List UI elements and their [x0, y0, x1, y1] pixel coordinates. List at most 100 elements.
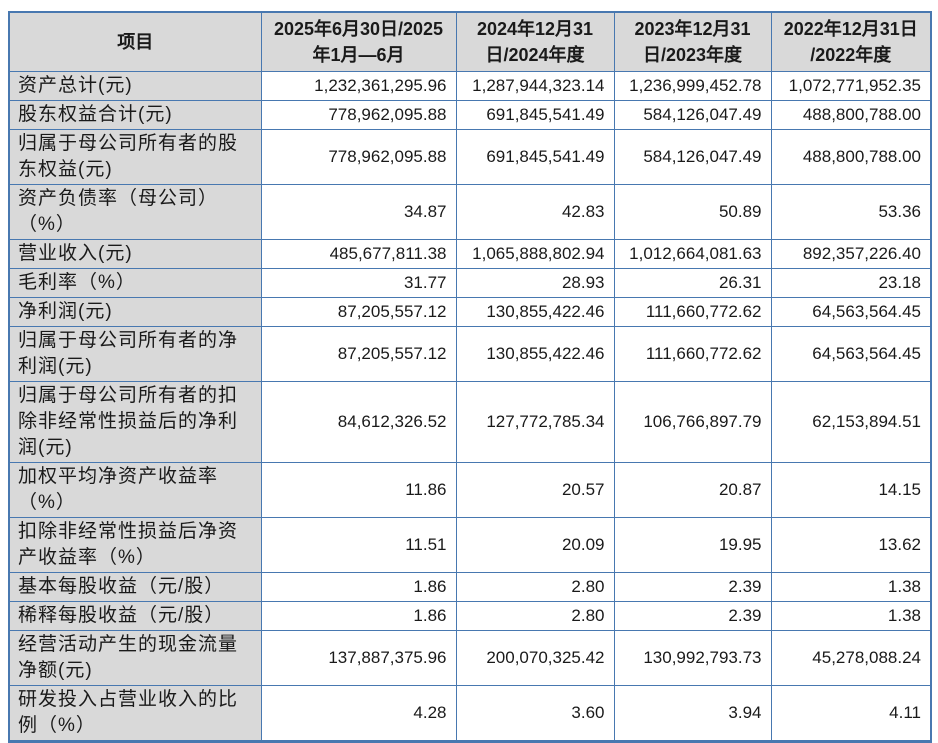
value-cell: 691,845,541.49 — [455, 100, 615, 130]
table-row: 股东权益合计(元) 778,962,095.88 691,845,541.49 584… — [8, 100, 932, 130]
value-cell: 691,845,541.49 — [455, 129, 615, 185]
value-cell: 892,357,226.40 — [770, 239, 932, 269]
value-cell: 1,287,944,323.14 — [455, 71, 615, 101]
value-cell: 53.36 — [770, 184, 932, 240]
table-row: 归属于母公司所有者的股东权益(元) 778,962,095.88 691,845,5… — [8, 129, 932, 185]
value-cell: 778,962,095.88 — [260, 100, 457, 130]
table-row: 归属于母公司所有者的扣除非经常性损益后的净利润(元) 84,612,326.52 1… — [8, 381, 932, 463]
header-cell-item: 项目 — [8, 11, 262, 72]
header-label-line1: 2023年12月31 — [634, 19, 751, 39]
row-label: 毛利率（%） — [8, 268, 262, 298]
value-cell: 19.95 — [613, 517, 772, 573]
header-cell-2025: 2025年6月30日/2025 年1月—6月 — [260, 11, 457, 72]
value-cell: 3.94 — [613, 685, 772, 742]
row-label: 营业收入(元) — [8, 239, 262, 269]
value-cell: 45,278,088.24 — [770, 630, 932, 686]
row-label: 净利润(元) — [8, 297, 262, 327]
table-row: 资产负债率（母公司）（%） 34.87 42.83 50.89 53.36 — [8, 184, 932, 240]
value-cell: 584,126,047.49 — [613, 100, 772, 130]
value-cell: 31.77 — [260, 268, 457, 298]
value-cell: 1.86 — [260, 572, 457, 602]
header-cell-2022: 2022年12月31日 /2022年度 — [770, 11, 932, 72]
row-label: 资产负债率（母公司）（%） — [8, 184, 262, 240]
row-label: 基本每股收益（元/股） — [8, 572, 262, 602]
row-label: 经营活动产生的现金流量净额(元) — [8, 630, 262, 686]
table-row: 稀释每股收益（元/股） 1.86 2.80 2.39 1.38 — [8, 601, 932, 631]
value-cell: 11.51 — [260, 517, 457, 573]
header-label-line1: 2024年12月31 — [476, 19, 594, 39]
value-cell: 4.11 — [770, 685, 932, 742]
value-cell: 1.86 — [260, 601, 457, 631]
table-row: 毛利率（%） 31.77 28.93 26.31 23.18 — [8, 268, 932, 298]
header-row: 项目 2025年6月30日/2025 年1月—6月 2024年12月31 日/2… — [8, 11, 932, 72]
value-cell: 26.31 — [613, 268, 772, 298]
header-label-line2: 年1月—6月 — [312, 45, 405, 65]
header-label-line1: 2022年12月31日 — [783, 19, 918, 39]
table-body: 资产总计(元) 1,232,361,295.96 1,287,944,323.14 1… — [8, 71, 932, 742]
row-label: 加权平均净资产收益率（%） — [8, 462, 262, 518]
value-cell: 1.38 — [770, 601, 932, 631]
value-cell: 87,205,557.12 — [260, 326, 457, 382]
value-cell: 1,232,361,295.96 — [260, 71, 457, 101]
value-cell: 64,563,564.45 — [770, 326, 932, 382]
value-cell: 20.09 — [455, 517, 615, 573]
value-cell: 20.87 — [613, 462, 772, 518]
table-row: 资产总计(元) 1,232,361,295.96 1,287,944,323.14 1… — [8, 71, 932, 101]
table-row: 营业收入(元) 485,677,811.38 1,065,888,802.94 1,0… — [8, 239, 932, 269]
value-cell: 584,126,047.49 — [613, 129, 772, 185]
value-cell: 64,563,564.45 — [770, 297, 932, 327]
value-cell: 1,236,999,452.78 — [613, 71, 772, 101]
document-page: 项目 2025年6月30日/2025 年1月—6月 2024年12月31 日/2… — [8, 11, 932, 743]
value-cell: 200,070,325.42 — [455, 630, 615, 686]
value-cell: 130,855,422.46 — [455, 326, 615, 382]
value-cell: 111,660,772.62 — [613, 326, 772, 382]
value-cell: 130,992,793.73 — [613, 630, 772, 686]
value-cell: 2.80 — [455, 601, 615, 631]
value-cell: 62,153,894.51 — [770, 381, 932, 463]
table-row: 经营活动产生的现金流量净额(元) 137,887,375.96 200,070,32… — [8, 630, 932, 686]
value-cell: 23.18 — [770, 268, 932, 298]
table-row: 归属于母公司所有者的净利润(元) 87,205,557.12 130,855,422… — [8, 326, 932, 382]
header-label-line2: 日/2024年度 — [485, 45, 585, 65]
value-cell: 1,012,664,081.63 — [613, 239, 772, 269]
table-row: 扣除非经常性损益后净资产收益率（%） 11.51 20.09 19.95 13.62 — [8, 517, 932, 573]
value-cell: 2.39 — [613, 601, 772, 631]
value-cell: 106,766,897.79 — [613, 381, 772, 463]
row-label: 归属于母公司所有者的股东权益(元) — [8, 129, 262, 185]
value-cell: 3.60 — [455, 685, 615, 742]
value-cell: 13.62 — [770, 517, 932, 573]
value-cell: 488,800,788.00 — [770, 100, 932, 130]
table-row: 加权平均净资产收益率（%） 11.86 20.57 20.87 14.15 — [8, 462, 932, 518]
table-header: 项目 2025年6月30日/2025 年1月—6月 2024年12月31 日/2… — [8, 11, 932, 72]
row-label: 股东权益合计(元) — [8, 100, 262, 130]
value-cell: 84,612,326.52 — [260, 381, 457, 463]
table-row: 净利润(元) 87,205,557.12 130,855,422.46 111,660… — [8, 297, 932, 327]
header-label-line2: 日/2023年度 — [642, 45, 743, 65]
row-label: 资产总计(元) — [8, 71, 262, 101]
value-cell: 1.38 — [770, 572, 932, 602]
value-cell: 1,065,888,802.94 — [455, 239, 615, 269]
value-cell: 20.57 — [455, 462, 615, 518]
value-cell: 4.28 — [260, 685, 457, 742]
row-label: 研发投入占营业收入的比例（%） — [8, 685, 262, 742]
header-cell-2023: 2023年12月31 日/2023年度 — [613, 11, 772, 72]
header-label: 项目 — [117, 32, 154, 52]
value-cell: 127,772,785.34 — [455, 381, 615, 463]
value-cell: 42.83 — [455, 184, 615, 240]
header-label-line2: /2022年度 — [810, 45, 892, 65]
value-cell: 137,887,375.96 — [260, 630, 457, 686]
value-cell: 488,800,788.00 — [770, 129, 932, 185]
table-row: 基本每股收益（元/股） 1.86 2.80 2.39 1.38 — [8, 572, 932, 602]
table-row: 研发投入占营业收入的比例（%） 4.28 3.60 3.94 4.11 — [8, 685, 932, 742]
financial-summary-table: 项目 2025年6月30日/2025 年1月—6月 2024年12月31 日/2… — [8, 11, 932, 743]
row-label: 归属于母公司所有者的净利润(元) — [8, 326, 262, 382]
value-cell: 34.87 — [260, 184, 457, 240]
value-cell: 485,677,811.38 — [260, 239, 457, 269]
row-label: 稀释每股收益（元/股） — [8, 601, 262, 631]
value-cell: 87,205,557.12 — [260, 297, 457, 327]
value-cell: 130,855,422.46 — [455, 297, 615, 327]
value-cell: 28.93 — [455, 268, 615, 298]
value-cell: 111,660,772.62 — [613, 297, 772, 327]
value-cell: 11.86 — [260, 462, 457, 518]
value-cell: 2.80 — [455, 572, 615, 602]
